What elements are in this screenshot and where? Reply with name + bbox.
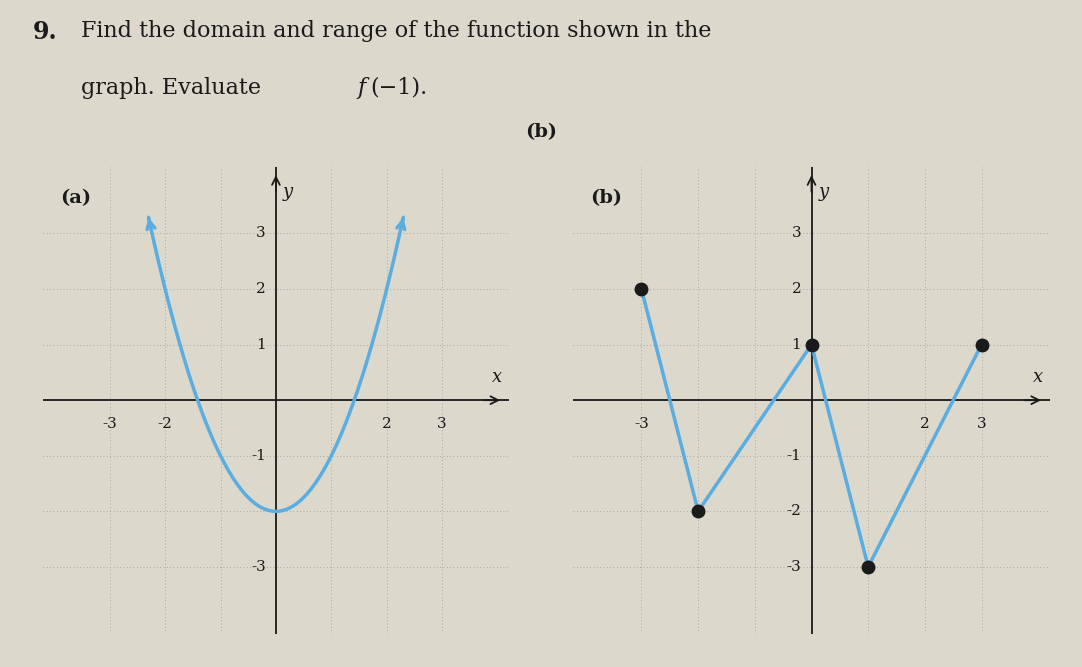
Text: -1: -1 xyxy=(251,449,266,463)
Text: 1: 1 xyxy=(256,338,266,352)
Text: 1: 1 xyxy=(792,338,802,352)
Text: -3: -3 xyxy=(634,417,649,431)
Text: x: x xyxy=(492,368,502,386)
Text: graph. Evaluate: graph. Evaluate xyxy=(81,77,268,99)
Text: 2: 2 xyxy=(920,417,929,431)
Text: y: y xyxy=(818,183,829,201)
Text: 3: 3 xyxy=(977,417,987,431)
Text: (−1).: (−1). xyxy=(370,77,427,99)
Text: -3: -3 xyxy=(787,560,802,574)
Text: y: y xyxy=(282,183,293,201)
Text: Find the domain and range of the function shown in the: Find the domain and range of the functio… xyxy=(81,20,712,42)
Text: 9.: 9. xyxy=(32,20,57,44)
Text: (b): (b) xyxy=(591,189,622,207)
Text: -3: -3 xyxy=(103,417,117,431)
Text: 3: 3 xyxy=(792,227,802,240)
Text: 2: 2 xyxy=(256,282,266,296)
Text: -3: -3 xyxy=(251,560,266,574)
Text: 3: 3 xyxy=(437,417,447,431)
Text: 3: 3 xyxy=(256,227,266,240)
Text: f: f xyxy=(357,77,366,99)
Text: x: x xyxy=(1032,368,1043,386)
Text: (a): (a) xyxy=(60,189,91,207)
Text: -2: -2 xyxy=(158,417,172,431)
Text: 2: 2 xyxy=(382,417,392,431)
Text: -1: -1 xyxy=(787,449,802,463)
Text: 2: 2 xyxy=(792,282,802,296)
Text: (b): (b) xyxy=(525,123,557,141)
Text: -2: -2 xyxy=(787,504,802,518)
